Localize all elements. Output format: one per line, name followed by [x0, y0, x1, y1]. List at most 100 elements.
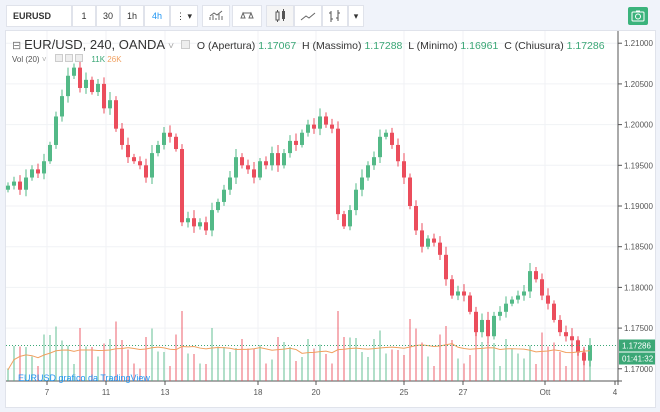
volume-bar — [73, 364, 75, 381]
indicators-icon — [209, 10, 223, 20]
candle — [426, 235, 430, 250]
volume-bar — [247, 348, 249, 381]
volume-close-icon[interactable] — [75, 54, 84, 62]
volume-bar — [175, 334, 177, 381]
candle-body — [516, 295, 520, 300]
candle-body — [540, 279, 544, 296]
candle — [366, 161, 370, 181]
volume-bar — [553, 342, 555, 381]
volume-bar — [265, 363, 267, 381]
price-tick-label: 1.20500 — [624, 80, 653, 89]
candle — [558, 315, 562, 337]
collapse-icon[interactable]: ⊟ — [12, 40, 22, 52]
volume-bar — [511, 348, 513, 381]
candle-body — [108, 100, 112, 109]
price-tick-label: 1.17000 — [624, 365, 653, 374]
candle-body — [396, 144, 400, 162]
candle — [480, 313, 484, 338]
candle-body — [126, 144, 130, 158]
bars-button[interactable] — [322, 5, 348, 27]
volume-bar — [457, 358, 459, 381]
candle-body — [84, 79, 88, 88]
volume-hide-icon[interactable] — [64, 54, 73, 62]
time-tick-label: 13 — [161, 388, 170, 397]
candle — [270, 146, 274, 171]
last-price-text: 1.17286 — [622, 342, 651, 351]
volume-bar — [547, 346, 549, 381]
candle — [84, 72, 88, 94]
symbol-input[interactable]: EURUSD — [6, 5, 72, 27]
volume-settings-icon[interactable] — [54, 54, 63, 62]
time-tick-label: 20 — [312, 388, 321, 397]
candle — [204, 216, 208, 235]
interval-4h[interactable]: 4h — [144, 5, 170, 27]
time-tick-label: 11 — [102, 388, 111, 397]
interval-1[interactable]: 1 — [72, 5, 96, 27]
volume-bar — [151, 328, 153, 381]
time-tick-label: Ott — [540, 388, 551, 397]
volume-bar — [517, 353, 519, 381]
candle — [456, 285, 460, 301]
indicators-button[interactable] — [202, 5, 230, 27]
candle — [90, 76, 94, 95]
candle-body — [534, 271, 538, 280]
candle-body — [138, 161, 142, 166]
candle — [96, 79, 100, 96]
volume-bar — [67, 345, 69, 381]
volume-bar — [115, 321, 117, 381]
candle — [306, 119, 310, 137]
candle-body — [132, 157, 136, 162]
candle-body — [318, 116, 322, 129]
candle-body — [120, 128, 124, 145]
candle — [36, 163, 40, 178]
candle — [192, 210, 196, 233]
chart-type-dropdown[interactable]: ▾ — [348, 5, 364, 27]
candle — [78, 61, 82, 93]
candle — [66, 67, 70, 103]
candle-body — [114, 100, 118, 129]
candle-body — [12, 181, 16, 186]
caret-icon[interactable]: ˅ — [167, 40, 175, 52]
candle-body — [312, 124, 316, 129]
candle — [372, 151, 376, 170]
candle — [354, 183, 358, 216]
candle — [126, 137, 130, 164]
compare-button[interactable] — [232, 5, 262, 27]
volume-bar — [397, 350, 399, 381]
candle-body — [198, 222, 202, 227]
volume-bar — [181, 311, 183, 381]
candle — [408, 173, 412, 210]
settings-icon[interactable] — [181, 40, 190, 49]
volume-bar — [475, 328, 477, 381]
volume-bar — [259, 345, 261, 381]
volume-bar — [487, 342, 489, 381]
candle — [324, 112, 328, 128]
time-tick-label: 7 — [45, 388, 50, 397]
candle — [6, 182, 10, 193]
interval-1h[interactable]: 1h — [120, 5, 144, 27]
volume-bar — [217, 346, 219, 381]
volume-bar — [241, 339, 243, 381]
volume-bar — [463, 363, 465, 381]
interval-30[interactable]: 30 — [96, 5, 120, 27]
screenshot-button[interactable] — [628, 7, 648, 25]
candle — [486, 311, 490, 343]
volume-bar — [361, 352, 363, 381]
line-chart-icon — [300, 12, 316, 21]
volume-bar — [211, 328, 213, 381]
tradingview-watermark[interactable]: EURUSD grafico da TradingView — [18, 373, 150, 383]
candle — [168, 125, 172, 143]
volume-bar — [79, 328, 81, 381]
candle-body — [246, 165, 250, 170]
volume-bar — [529, 345, 531, 381]
candle — [300, 129, 304, 148]
interval-dropdown[interactable]: ⋮ ▾ — [170, 5, 198, 27]
volume-bar — [583, 349, 585, 381]
caret-icon[interactable]: ˅ — [41, 55, 47, 64]
volume-bar — [199, 363, 201, 381]
volume-bar — [541, 332, 543, 381]
price-tick-label: 1.18500 — [624, 243, 653, 252]
line-chart-button[interactable] — [294, 5, 322, 27]
candles-button[interactable] — [266, 5, 294, 27]
